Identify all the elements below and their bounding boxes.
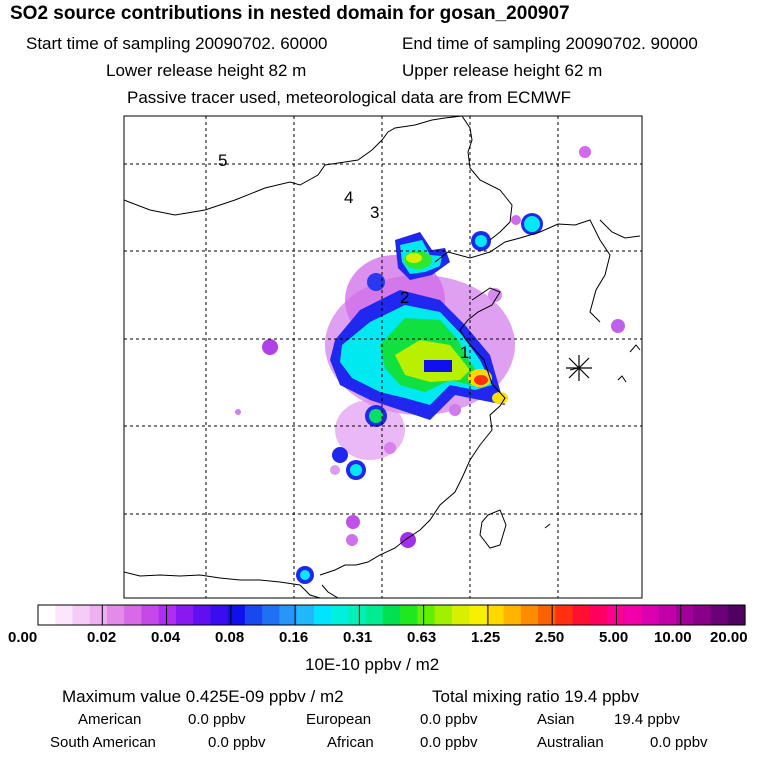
region-value-african: 0.0 ppbv: [420, 734, 478, 751]
page-title: SO2 source contributions in nested domai…: [10, 3, 570, 24]
region-label-african: African: [327, 734, 374, 751]
total-mixing-ratio: Total mixing ratio 19.4 ppbv: [432, 687, 639, 706]
colorbar-cell: [193, 605, 212, 625]
colorbar: [38, 605, 746, 625]
colorbar-label: 10.00: [654, 629, 692, 646]
region-label-south-american: South American: [50, 734, 156, 751]
trajectory-label-2: 2: [400, 288, 409, 307]
colorbar-cell: [331, 605, 349, 625]
end-time: End time of sampling 20090702. 90000: [402, 34, 698, 53]
colorbar-label: 0.08: [215, 629, 245, 646]
colorbar-cell: [503, 605, 522, 625]
colorbar-cell: [313, 605, 332, 625]
colorbar-cell: [124, 605, 143, 625]
colorbar-cell: [589, 605, 608, 625]
colorbar-cell: [727, 605, 746, 625]
colorbar-cell: [555, 605, 574, 625]
colorbar-cell: [158, 605, 177, 625]
colorbar-ticks: [37, 605, 746, 625]
plume-field: [235, 146, 625, 584]
colorbar-label: 20.00: [710, 629, 748, 646]
colorbar-cell: [451, 605, 470, 625]
colorbar-cell: [175, 605, 194, 625]
colorbar-cell: [244, 605, 263, 625]
colorbar-cell: [210, 605, 229, 625]
region-value-australian: 0.0 ppbv: [650, 734, 708, 751]
colorbar-cell: [382, 605, 401, 625]
colorbar-cell: [89, 605, 108, 625]
colorbar-cell: [624, 605, 643, 625]
region-label-australian: Australian: [537, 734, 604, 751]
colorbar-unit: 10E-10 ppbv / m2: [305, 655, 440, 674]
colorbar-label: 0.63: [407, 629, 437, 646]
trajectory-label-5: 5: [218, 151, 227, 170]
colorbar-cell: [365, 605, 384, 625]
upper-release-height: Upper release height 62 m: [402, 61, 603, 80]
start-time: Start time of sampling 20090702. 60000: [26, 34, 328, 53]
colorbar-cell: [658, 605, 677, 625]
colorbar-label: 0.00: [8, 629, 38, 646]
colorbar-cell: [279, 605, 298, 625]
map-frame: [123, 115, 643, 599]
colorbar-cell: [572, 605, 591, 625]
colorbar-cell: [434, 605, 453, 625]
colorbar-cell: [400, 605, 418, 625]
region-value-american: 0.0 ppbv: [188, 711, 246, 728]
region-label-asian: Asian: [537, 711, 575, 728]
region-value-south-american: 0.0 ppbv: [208, 734, 266, 751]
colorbar-cell: [469, 605, 487, 625]
colorbar-cell: [38, 605, 56, 625]
colorbar-label: 0.02: [87, 629, 117, 646]
colorbar-label: 0.16: [279, 629, 309, 646]
trajectory-label-1: 1: [460, 343, 469, 362]
colorbar-cell: [227, 605, 246, 625]
colorbar-cell: [641, 605, 660, 625]
colorbar-label: 2.50: [535, 629, 565, 646]
colorbar-cell: [262, 605, 281, 625]
lower-release-height: Lower release height 82 m: [106, 61, 307, 80]
colorbar-cell: [417, 605, 436, 625]
colorbar-cell: [141, 605, 160, 625]
colorbar-label: 0.04: [151, 629, 181, 646]
colorbar-cell: [693, 605, 712, 625]
colorbar-cell: [55, 605, 74, 625]
maximum-value: Maximum value 0.425E-09 ppbv / m2: [62, 687, 344, 706]
colorbar-cell: [520, 605, 539, 625]
receptor-star-icon: [566, 355, 592, 381]
colorbar-label: 1.25: [471, 629, 501, 646]
region-label-european: European: [306, 711, 372, 728]
colorbar-cell: [486, 605, 505, 625]
colorbar-cell: [348, 605, 367, 625]
colorbar-label: 5.00: [599, 629, 629, 646]
colorbar-cell: [538, 605, 556, 625]
region-label-american: American: [78, 711, 142, 728]
colorbar-cell: [676, 605, 694, 625]
colorbar-label: 0.31: [343, 629, 373, 646]
colorbar-cell: [72, 605, 91, 625]
region-value-european: 0.0 ppbv: [420, 711, 478, 728]
colorbar-cell: [710, 605, 729, 625]
colorbar-cell: [296, 605, 315, 625]
trajectory-labels: 1 2 3 4 5: [218, 151, 469, 362]
trajectory-label-3: 3: [370, 203, 379, 222]
colorbar-cell: [106, 605, 125, 625]
region-value-asian: 19.4 ppbv: [614, 711, 680, 728]
trajectory-label-4: 4: [344, 188, 353, 207]
grid-lines: [124, 116, 642, 598]
tracer-note: Passive tracer used, meteorological data…: [127, 88, 572, 107]
